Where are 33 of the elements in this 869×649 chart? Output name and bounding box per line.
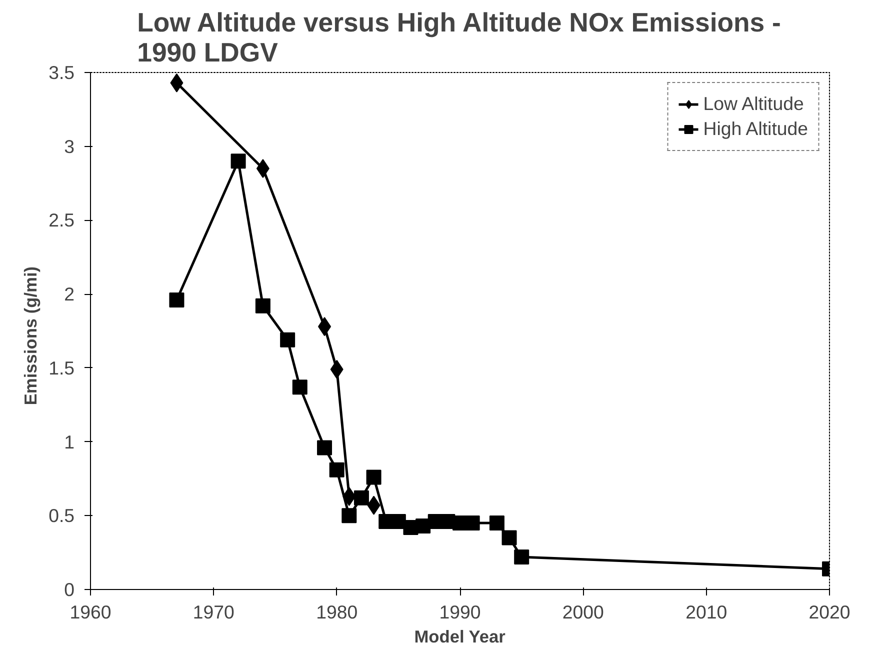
chart-title: Low Altitude versus High Altitude NOx Emissions - 1990 LDGV	[137, 8, 781, 68]
point	[292, 380, 308, 395]
point	[502, 530, 517, 546]
point	[329, 462, 344, 478]
point	[514, 550, 530, 565]
point	[255, 298, 270, 314]
legend-label: Low Altitude	[703, 93, 804, 115]
x-tick-label: 2020	[808, 602, 850, 622]
x-tick-label: 2010	[686, 602, 728, 622]
y-tick-label: 1.5	[48, 357, 75, 378]
y-tick-label: 0	[64, 579, 75, 600]
x-axis-title: Model Year	[414, 626, 506, 646]
x-tick-label: 1960	[70, 602, 112, 622]
legend-label: High Altitude	[703, 118, 808, 140]
x-tick-label: 1980	[316, 602, 358, 622]
x-tick-label: 2000	[562, 602, 604, 622]
y-tick-label: 3.5	[48, 62, 75, 83]
point	[354, 490, 369, 506]
y-tick-label: 2.5	[48, 210, 75, 231]
point	[366, 470, 382, 485]
y-tick-label: 2	[64, 284, 75, 305]
point	[169, 292, 184, 308]
point	[342, 508, 357, 524]
x-tick-label: 1990	[439, 602, 481, 622]
x-tick-label: 1970	[192, 602, 234, 622]
point	[317, 440, 332, 456]
point	[280, 332, 296, 348]
y-tick-label: 0.5	[48, 505, 75, 526]
y-tick-label: 3	[64, 136, 75, 157]
point	[489, 516, 504, 531]
y-axis-title: Emissions (g/mi)	[20, 266, 41, 406]
y-tick-label: 1	[64, 431, 75, 452]
point	[230, 154, 246, 169]
